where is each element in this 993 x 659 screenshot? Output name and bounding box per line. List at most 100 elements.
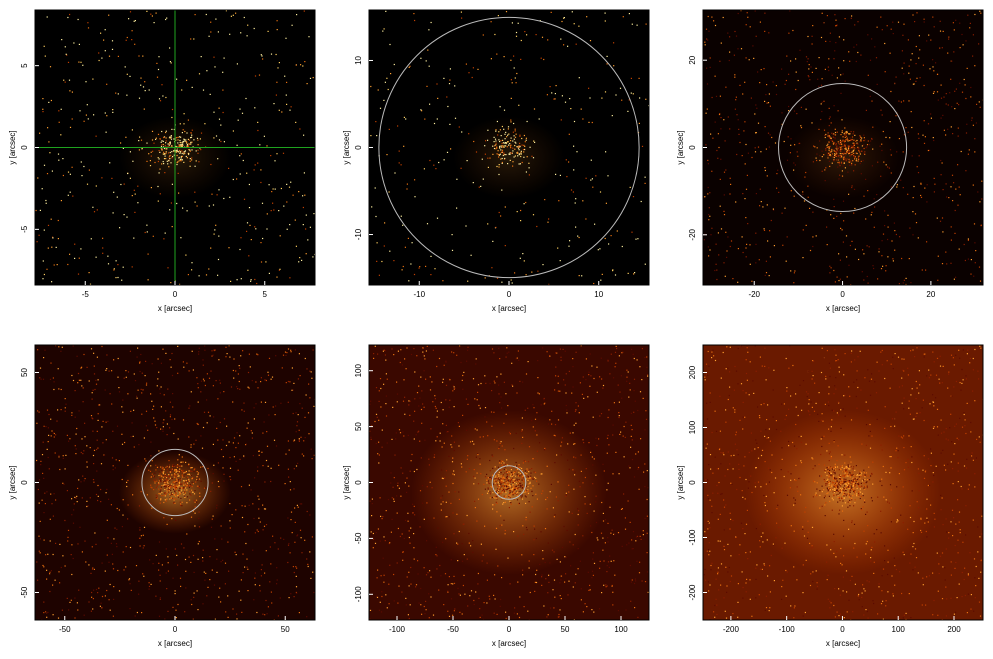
pixel xyxy=(509,500,511,502)
pixel xyxy=(504,483,506,485)
pixel xyxy=(202,497,205,499)
pixel xyxy=(35,209,37,212)
pixel xyxy=(500,486,502,488)
pixel xyxy=(424,118,426,120)
pixel xyxy=(159,100,162,102)
pixel xyxy=(182,492,184,494)
pixel xyxy=(183,113,185,115)
pixel xyxy=(298,261,300,263)
pixel xyxy=(936,217,938,219)
pixel xyxy=(420,57,422,59)
pixel xyxy=(519,380,521,382)
pixel xyxy=(196,377,198,379)
pixel xyxy=(292,566,294,568)
pixel xyxy=(211,518,213,520)
pixel xyxy=(429,376,431,378)
pixel xyxy=(424,358,426,360)
pixel xyxy=(236,618,238,620)
pixel xyxy=(453,386,455,388)
pixel xyxy=(262,465,264,467)
pixel xyxy=(39,538,41,540)
pixel xyxy=(78,257,80,259)
pixel xyxy=(889,149,892,151)
pixel xyxy=(71,374,73,377)
pixel xyxy=(380,406,382,408)
pixel xyxy=(109,393,111,395)
pixel xyxy=(250,279,252,281)
pixel xyxy=(66,54,68,56)
pixel xyxy=(101,606,103,609)
pixel xyxy=(154,161,156,164)
pixel xyxy=(741,236,743,238)
pixel xyxy=(511,82,513,84)
pixel xyxy=(125,39,127,41)
pixel xyxy=(168,474,170,476)
pixel xyxy=(506,478,508,480)
pixel xyxy=(132,160,134,162)
pixel xyxy=(492,240,494,242)
pixel xyxy=(220,601,222,603)
pixel xyxy=(166,489,168,491)
pixel xyxy=(838,161,840,163)
pixel xyxy=(839,156,841,159)
pixel xyxy=(525,496,527,498)
pixel xyxy=(247,568,249,570)
pixel xyxy=(243,410,245,412)
pixel xyxy=(933,70,935,72)
pixel xyxy=(424,439,426,441)
pixel xyxy=(829,265,831,267)
pixel xyxy=(151,487,153,489)
pixel xyxy=(219,379,221,381)
pixel xyxy=(127,464,129,466)
pixel xyxy=(161,492,163,494)
pixel xyxy=(402,431,404,433)
pixel xyxy=(142,573,144,575)
pixel xyxy=(450,444,452,446)
pixel xyxy=(475,591,477,593)
pixel xyxy=(436,217,439,219)
pixel xyxy=(546,94,548,96)
pixel xyxy=(735,96,737,98)
pixel xyxy=(767,240,769,242)
pixel xyxy=(197,609,199,611)
pixel xyxy=(64,398,66,400)
pixel xyxy=(738,133,740,135)
pixel xyxy=(468,133,470,135)
pixel xyxy=(709,215,711,217)
pixel xyxy=(631,539,633,541)
pixel xyxy=(169,498,171,500)
pixel xyxy=(828,141,830,143)
pixel xyxy=(970,273,972,275)
pixel xyxy=(89,497,91,499)
pixel xyxy=(139,537,141,539)
pixel xyxy=(450,559,452,561)
pixel xyxy=(191,134,193,136)
pixel xyxy=(139,370,141,373)
pixel xyxy=(467,280,469,282)
pixel xyxy=(64,519,66,522)
pixel xyxy=(499,479,501,481)
pixel xyxy=(172,481,175,483)
pixel xyxy=(133,446,135,448)
pixel xyxy=(293,439,296,441)
pixel xyxy=(573,23,575,25)
pixel xyxy=(428,65,430,67)
pixel xyxy=(864,151,866,153)
pixel xyxy=(554,462,556,464)
pixel xyxy=(175,480,177,482)
pixel xyxy=(397,602,399,604)
pixel xyxy=(311,458,313,460)
pixel xyxy=(784,207,786,209)
pixel xyxy=(175,493,177,495)
pixel xyxy=(855,160,858,162)
pixel xyxy=(443,77,445,79)
pixel xyxy=(851,240,853,242)
pixel xyxy=(903,62,905,64)
pixel xyxy=(294,219,296,221)
pixel xyxy=(155,478,157,481)
pixel xyxy=(498,487,500,489)
pixel xyxy=(178,160,180,162)
pixel xyxy=(897,21,900,23)
pixel xyxy=(286,352,288,354)
pixel xyxy=(182,151,184,153)
